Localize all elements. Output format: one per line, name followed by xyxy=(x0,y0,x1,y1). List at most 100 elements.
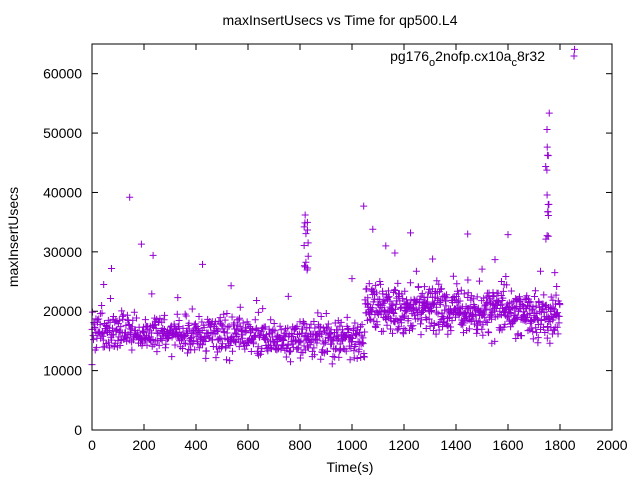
legend-label-end: 8r32 xyxy=(517,48,545,64)
data-point xyxy=(392,286,400,294)
data-point xyxy=(544,208,552,216)
data-point xyxy=(464,230,472,238)
data-point xyxy=(554,330,562,338)
data-point xyxy=(464,289,472,297)
data-point xyxy=(485,329,493,337)
data-point xyxy=(209,336,217,344)
data-point xyxy=(108,336,116,344)
data-point xyxy=(129,316,137,324)
data-point xyxy=(300,223,308,231)
legend-label-mid: 2nofp.cx10a xyxy=(435,48,511,64)
data-point xyxy=(326,330,334,338)
legend-label-base: pg176 xyxy=(390,48,429,64)
data-point xyxy=(316,323,324,331)
data-point xyxy=(174,294,182,302)
data-point xyxy=(417,331,425,339)
data-point xyxy=(130,336,138,344)
data-point xyxy=(436,300,444,308)
data-point xyxy=(529,303,537,311)
data-point xyxy=(149,251,157,259)
data-point xyxy=(218,321,226,329)
data-point xyxy=(385,293,393,301)
data-point xyxy=(251,316,259,324)
data-point xyxy=(360,202,368,210)
data-point xyxy=(323,323,331,331)
data-point xyxy=(480,294,488,302)
data-point xyxy=(368,304,376,312)
data-point xyxy=(307,337,315,345)
data-point xyxy=(368,307,376,315)
x-tick-label: 200 xyxy=(132,437,156,453)
data-point xyxy=(454,290,462,298)
data-point xyxy=(442,302,450,310)
y-tick-label: 0 xyxy=(74,422,82,438)
data-point xyxy=(336,346,344,354)
x-tick-label: 1000 xyxy=(336,437,367,453)
data-point xyxy=(488,315,496,323)
x-tick-label: 400 xyxy=(184,437,208,453)
data-point xyxy=(415,304,423,312)
data-point xyxy=(415,283,423,291)
data-point xyxy=(191,346,199,354)
data-point xyxy=(497,301,505,309)
data-point xyxy=(478,265,486,273)
data-point xyxy=(200,324,208,332)
data-point xyxy=(523,292,531,300)
data-point xyxy=(416,295,424,303)
data-point xyxy=(554,309,562,317)
data-point xyxy=(213,328,221,336)
data-point xyxy=(244,321,252,329)
data-point xyxy=(547,293,555,301)
data-point xyxy=(379,327,387,335)
data-point xyxy=(302,329,310,337)
data-point xyxy=(529,328,537,336)
y-tick-label: 30000 xyxy=(43,244,82,260)
y-tick-label: 60000 xyxy=(43,66,82,82)
data-point xyxy=(374,309,382,317)
data-point xyxy=(355,345,363,353)
data-point xyxy=(314,309,322,317)
data-point xyxy=(233,333,241,341)
data-point xyxy=(317,313,325,321)
data-point xyxy=(320,340,328,348)
data-point xyxy=(223,329,231,337)
data-point xyxy=(228,313,236,321)
data-point xyxy=(306,341,314,349)
data-point xyxy=(482,317,490,325)
data-point xyxy=(236,303,244,311)
data-point xyxy=(462,308,470,316)
data-point xyxy=(311,324,319,332)
x-tick-label: 600 xyxy=(236,437,260,453)
data-point xyxy=(532,302,540,310)
data-point xyxy=(383,321,391,329)
data-point xyxy=(161,331,169,339)
data-point xyxy=(532,314,540,322)
data-point xyxy=(148,290,156,298)
data-point xyxy=(338,326,346,334)
data-point xyxy=(516,297,524,305)
data-point xyxy=(479,321,487,329)
data-point xyxy=(405,327,413,335)
data-point xyxy=(397,319,405,327)
data-point xyxy=(271,339,279,347)
data-point xyxy=(301,320,309,328)
data-point xyxy=(324,320,332,328)
data-point xyxy=(304,239,312,247)
data-point xyxy=(296,354,304,362)
y-tick-label: 20000 xyxy=(43,303,82,319)
data-point xyxy=(543,125,551,133)
data-point xyxy=(232,325,240,333)
legend: pg176o2nofp.cx10ac8r32 xyxy=(390,48,578,69)
data-point xyxy=(345,326,353,334)
data-point xyxy=(460,290,468,298)
data-point xyxy=(271,327,279,335)
data-point xyxy=(128,346,136,354)
data-point xyxy=(507,287,515,295)
data-point xyxy=(544,151,552,159)
data-point xyxy=(226,357,234,365)
data-point xyxy=(183,349,191,357)
data-point xyxy=(523,302,531,310)
data-point xyxy=(512,335,520,343)
data-point xyxy=(277,326,285,334)
data-point xyxy=(542,302,550,310)
